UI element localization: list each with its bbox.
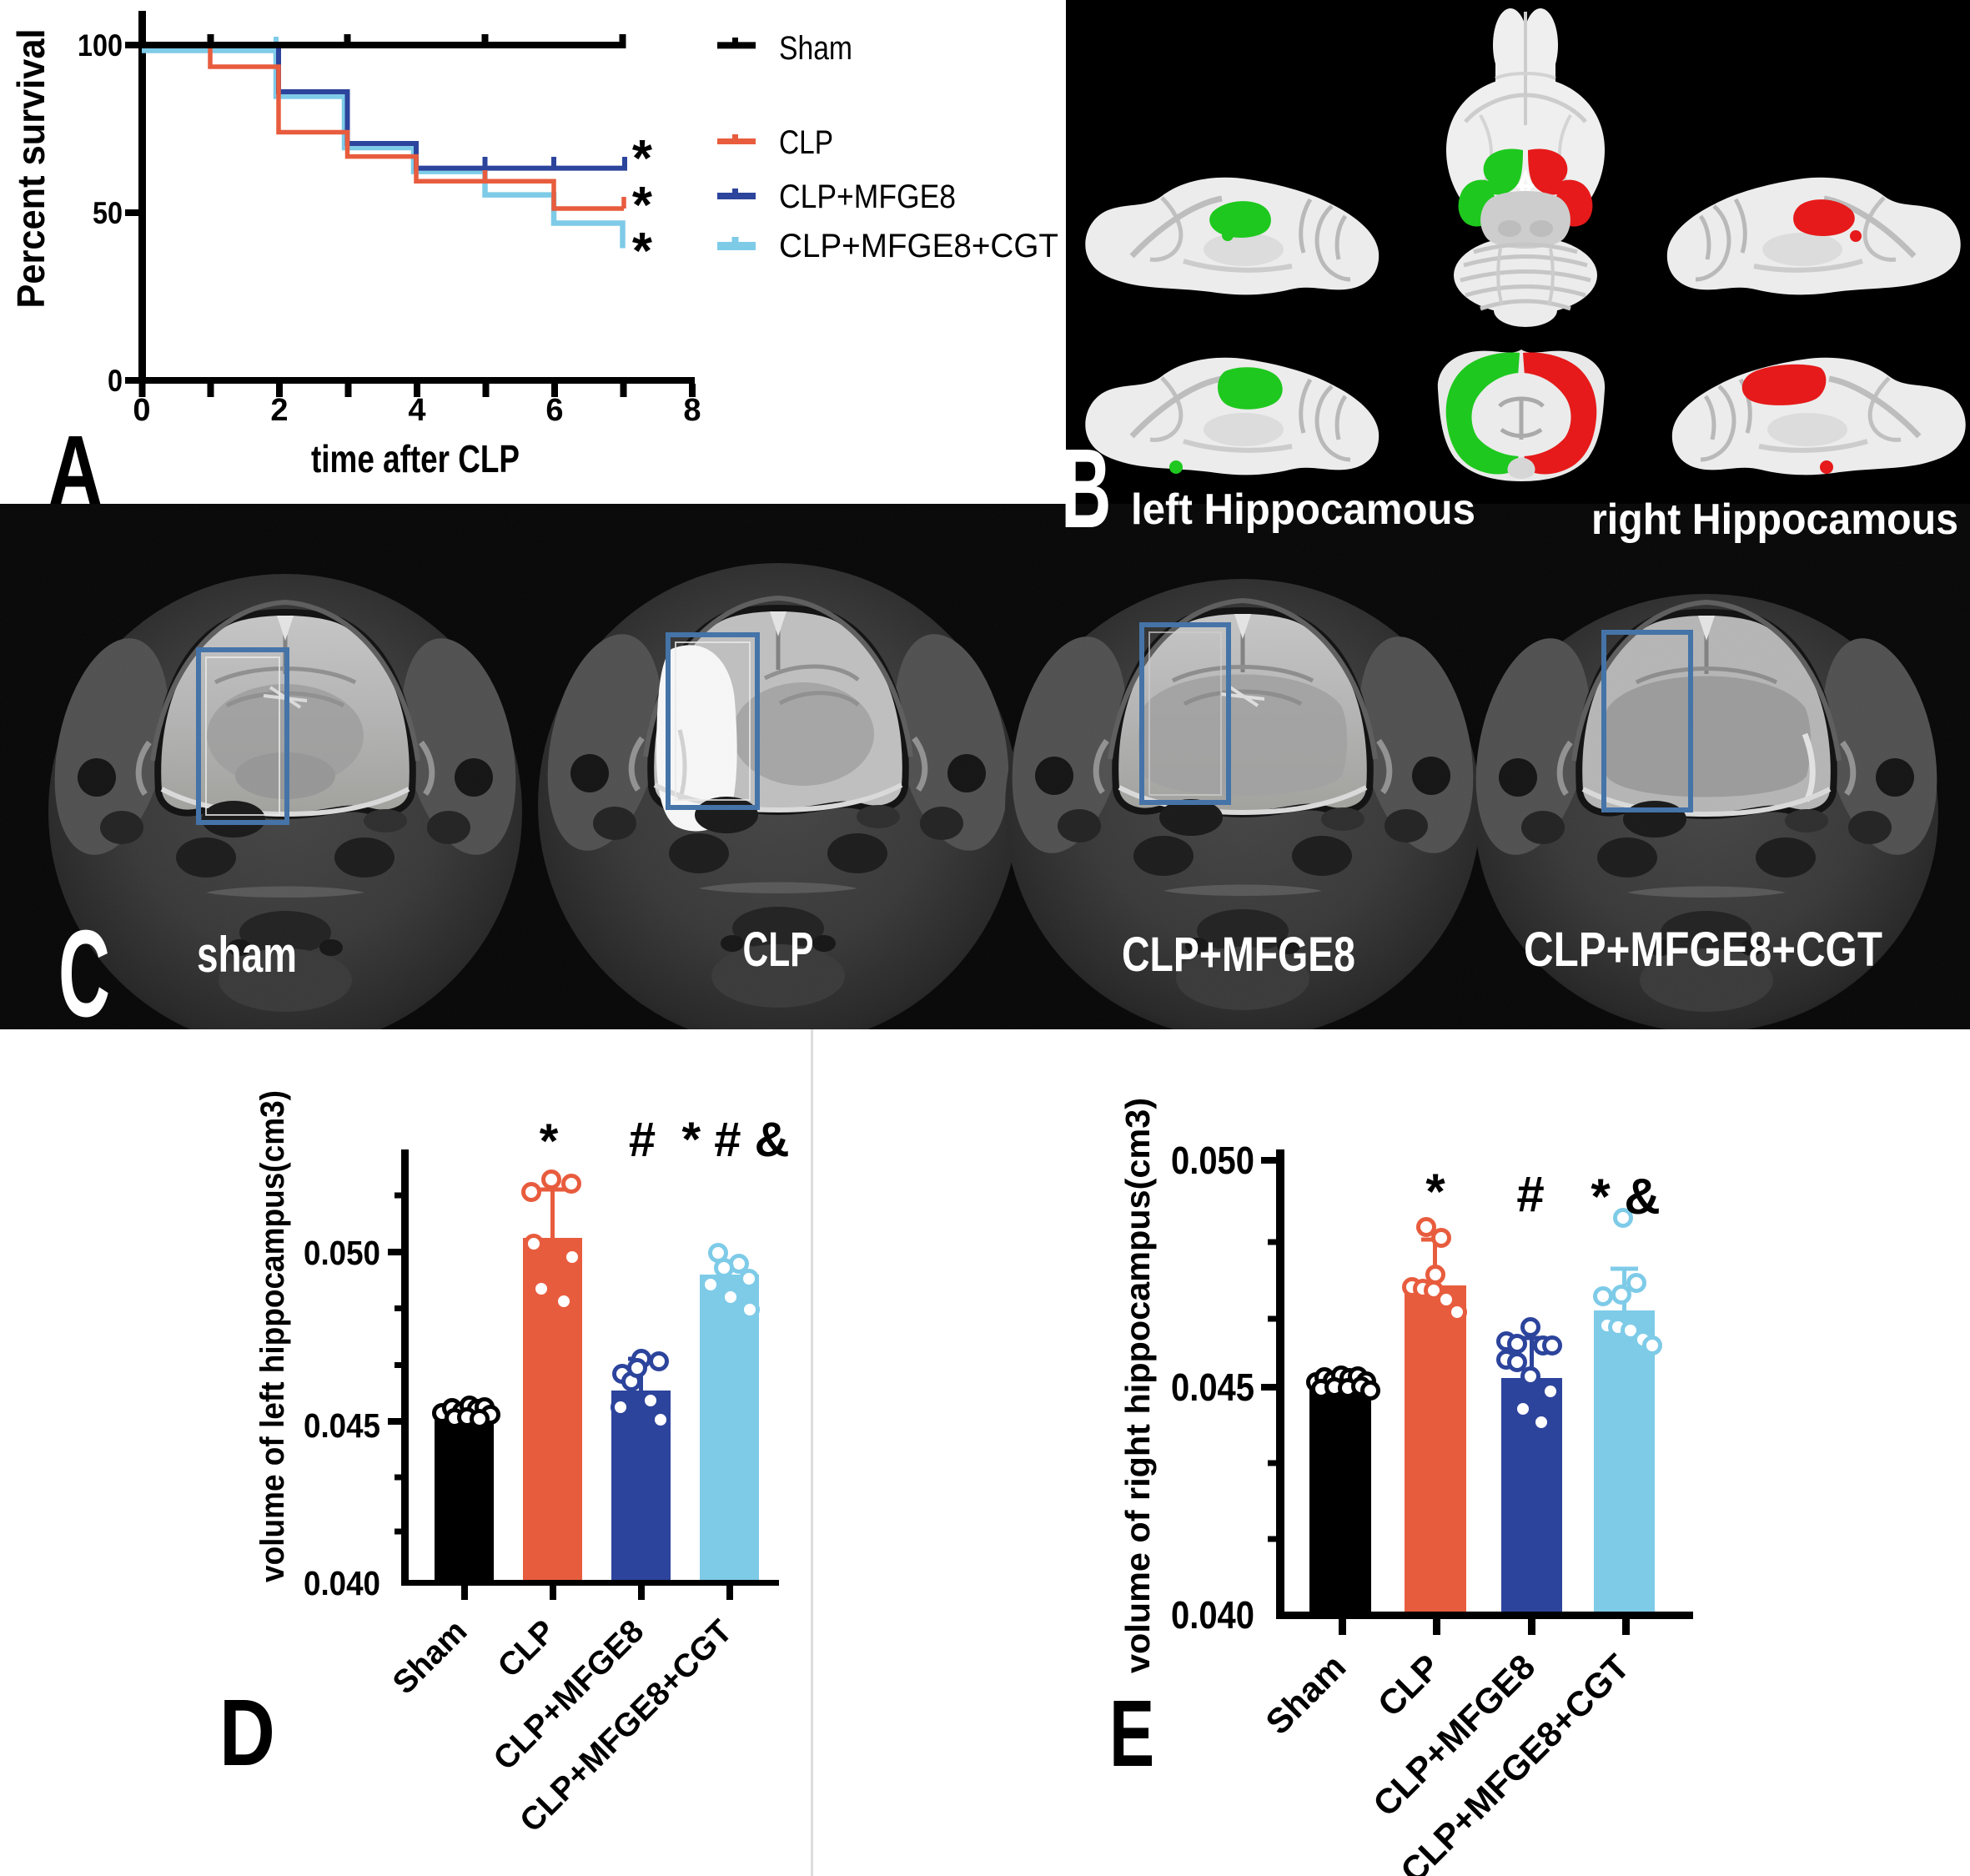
svg-text:50: 50	[93, 196, 123, 230]
svg-text:Sham: Sham	[779, 30, 852, 67]
svg-text:8: 8	[683, 393, 701, 428]
svg-text:0: 0	[108, 364, 123, 398]
svg-text:CLP+MFGE8: CLP+MFGE8	[1122, 928, 1355, 982]
svg-text:* # &: * # &	[682, 1113, 790, 1167]
svg-text:* &: * &	[1591, 1169, 1660, 1225]
svg-text:Percent survival: Percent survival	[9, 29, 53, 309]
svg-text:CLP: CLP	[743, 923, 814, 977]
svg-text:100: 100	[78, 28, 123, 63]
svg-text:CLP+MFGE8+CGT: CLP+MFGE8+CGT	[1524, 923, 1882, 977]
svg-text:*: *	[1425, 1164, 1445, 1220]
svg-text:#: #	[629, 1113, 656, 1167]
svg-text:sham: sham	[197, 927, 297, 983]
svg-text:CLP+MFGE8: CLP+MFGE8	[779, 179, 956, 215]
svg-text:time after CLP: time after CLP	[311, 437, 520, 480]
svg-text:0.050: 0.050	[1171, 1139, 1254, 1182]
svg-text:#: #	[1516, 1166, 1544, 1222]
svg-text:C: C	[58, 903, 110, 1042]
svg-text:0.045: 0.045	[304, 1406, 380, 1445]
svg-text:E: E	[1109, 1681, 1154, 1786]
svg-text:CLP+MFGE8+CGT: CLP+MFGE8+CGT	[779, 228, 1058, 264]
svg-text:*: *	[632, 130, 653, 188]
svg-text:*: *	[632, 177, 653, 234]
svg-text:2: 2	[270, 393, 288, 428]
svg-text:0.050: 0.050	[304, 1234, 380, 1272]
svg-text:CLP: CLP	[779, 124, 833, 161]
svg-text:D: D	[219, 1679, 275, 1785]
svg-text:*: *	[632, 223, 653, 280]
svg-text:0: 0	[133, 393, 150, 428]
svg-text:volume of right hippocampus(cm: volume of right hippocampus(cm3)	[1118, 1098, 1157, 1673]
svg-text:6: 6	[545, 393, 563, 428]
svg-text:*: *	[540, 1114, 559, 1169]
svg-text:4: 4	[408, 393, 425, 428]
svg-text:volume of left hippocampus(cm3: volume of left hippocampus(cm3)	[254, 1090, 291, 1582]
svg-text:0.045: 0.045	[1171, 1366, 1254, 1409]
svg-text:0.040: 0.040	[1171, 1593, 1254, 1637]
svg-text:0.040: 0.040	[304, 1564, 380, 1602]
